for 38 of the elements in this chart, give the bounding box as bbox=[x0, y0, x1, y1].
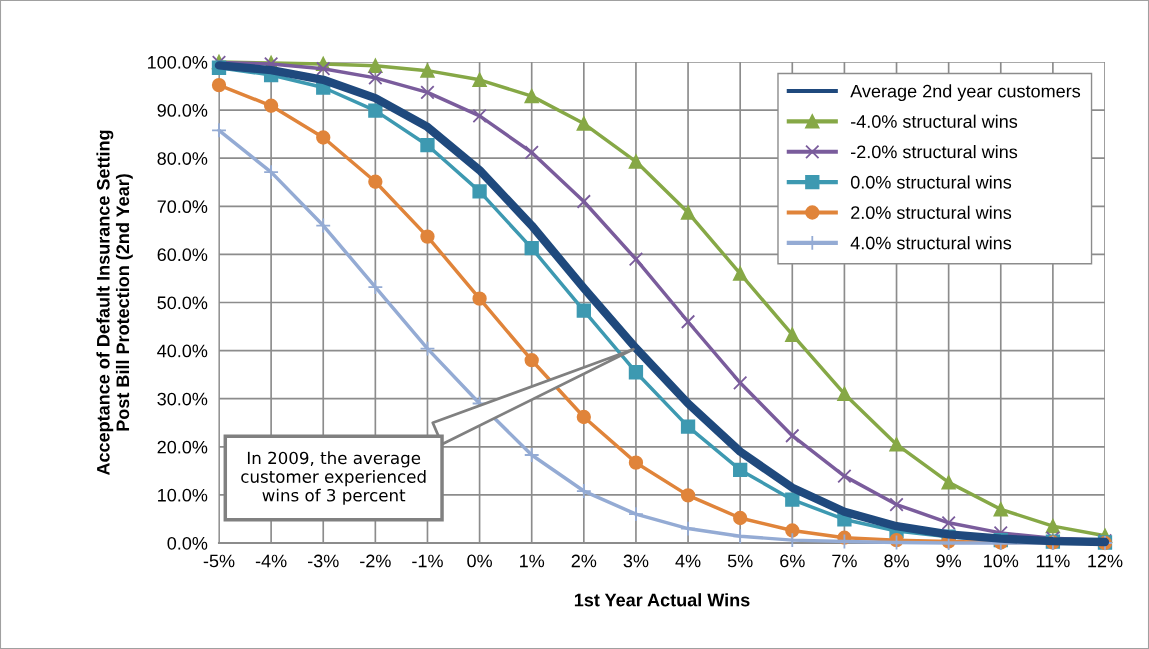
x-tick-label: 8% bbox=[884, 554, 909, 568]
y-tick-label: 60.0% bbox=[157, 248, 208, 262]
x-tick-label: 9% bbox=[936, 554, 962, 568]
y-tick-label: 90.0% bbox=[157, 104, 208, 117]
annotation: In 2009, the average customer experienced wins of 3 percent bbox=[241, 451, 426, 505]
x-tick-label: 3% bbox=[623, 554, 649, 568]
x-tick-label: -4% bbox=[255, 554, 287, 568]
x-tick-label: 11% bbox=[1036, 554, 1070, 568]
y-tick-label: 20.0% bbox=[157, 440, 208, 454]
legend-label: 4.0% structural wins bbox=[850, 236, 1012, 250]
y-axis-title: Acceptance of Default Insurance Setting Post Bill Protection (2nd Year) bbox=[96, 130, 133, 476]
x-tick-label: 5% bbox=[727, 554, 753, 568]
y-tick-label: 0.0% bbox=[167, 536, 208, 550]
x-tick-label: -3% bbox=[307, 554, 339, 568]
x-tick-label: 10% bbox=[984, 554, 1019, 568]
x-tick-label: -1% bbox=[412, 554, 443, 568]
legend-label: 0.0% structural wins bbox=[850, 175, 1012, 189]
legend-label: -4.0% structural wins bbox=[851, 114, 1018, 128]
x-tick-label: 7% bbox=[832, 554, 857, 568]
x-tick-label: 1% bbox=[520, 554, 545, 568]
legend-label: -2.0% structural wins bbox=[851, 145, 1018, 159]
legend-label: 2.0% structural wins bbox=[851, 205, 1012, 220]
x-axis-title: 1st Year Actual Wins bbox=[574, 593, 750, 607]
x-tick-label: 12% bbox=[1088, 554, 1123, 568]
y-tick-label: 70.0% bbox=[157, 200, 208, 214]
x-tick-label: 6% bbox=[780, 554, 805, 568]
y-tick-label: 80.0% bbox=[157, 152, 208, 165]
y-tick-label: 10.0% bbox=[158, 488, 208, 502]
x-tick-label: -5% bbox=[203, 554, 235, 568]
y-tick-label: 50.0% bbox=[157, 296, 208, 310]
legend-label: Average 2nd year customers bbox=[850, 84, 1081, 102]
y-tick-label: 100.0% bbox=[148, 55, 208, 69]
x-tick-label: 0% bbox=[467, 554, 492, 568]
y-tick-label: 30.0% bbox=[157, 392, 208, 406]
x-tick-label: 2% bbox=[571, 554, 597, 568]
x-tick-label: -2% bbox=[360, 554, 391, 568]
x-tick-label: 4% bbox=[675, 554, 701, 568]
y-tick-label: 40.0% bbox=[157, 344, 208, 358]
